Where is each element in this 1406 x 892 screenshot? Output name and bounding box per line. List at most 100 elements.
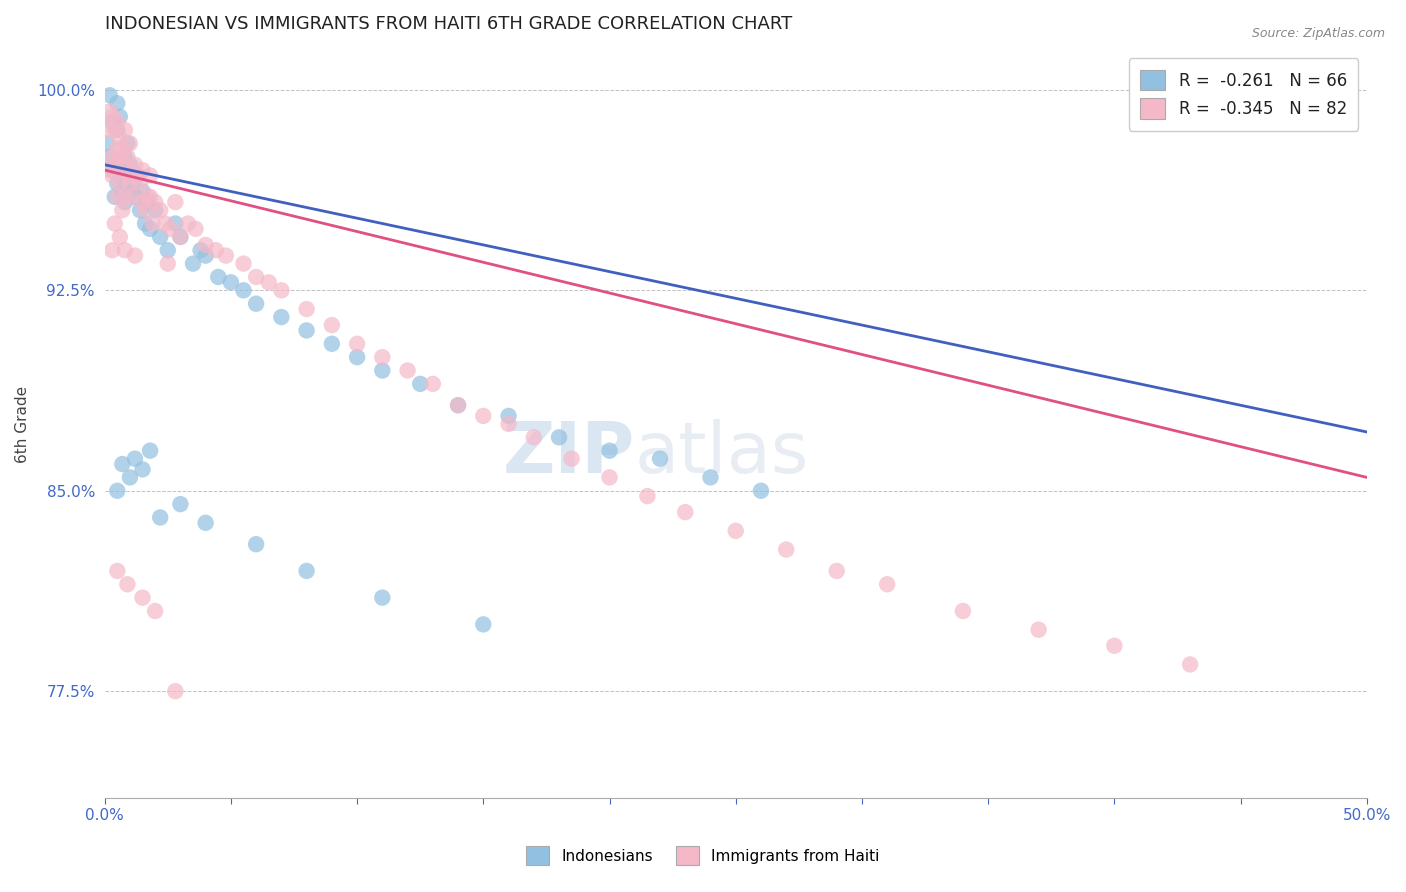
Point [134,203,156,218]
Point [156,257,179,271]
Point [98,88,121,103]
Point [136,190,159,204]
Point [111,158,134,172]
Point [321,336,343,351]
Point [104,190,127,204]
Point [131,185,153,199]
Point [129,203,152,218]
Point [165,217,187,231]
Point [232,257,254,271]
Point [295,301,318,316]
Point [194,249,217,263]
Point [104,158,127,172]
Point [371,350,394,364]
Point [724,524,747,538]
Point [149,203,172,218]
Point [114,244,136,258]
Point [270,283,292,297]
Point [105,115,128,129]
Point [101,163,124,178]
Point [636,489,658,503]
Point [101,244,124,258]
Point [321,318,343,332]
Point [155,217,177,231]
Point [673,505,696,519]
Point [118,158,141,172]
Point [108,169,131,183]
Point [136,195,159,210]
Point [111,142,134,156]
Point [409,376,432,391]
Point [124,190,146,204]
Point [118,136,141,151]
Point [131,195,153,210]
Point [204,244,226,258]
Y-axis label: 6th Grade: 6th Grade [15,385,30,463]
Point [139,169,162,183]
Point [114,123,136,137]
Point [165,684,187,698]
Point [98,163,121,178]
Point [498,409,520,423]
Point [599,443,621,458]
Point [295,323,318,337]
Point [101,169,124,183]
Point [114,195,136,210]
Point [245,537,267,551]
Point [139,443,162,458]
Point [232,283,254,297]
Point [108,177,131,191]
Point [143,604,166,618]
Point [108,110,131,124]
Point [118,185,141,199]
Point [127,169,149,183]
Point [127,169,149,183]
Point [105,96,128,111]
Legend: R =  -0.261   N = 66, R =  -0.345   N = 82: R = -0.261 N = 66, R = -0.345 N = 82 [1129,58,1358,130]
Point [114,190,136,204]
Point [131,462,153,476]
Point [114,158,136,172]
Point [108,131,131,145]
Point [371,363,394,377]
Point [422,376,444,391]
Text: Source: ZipAtlas.com: Source: ZipAtlas.com [1251,27,1385,40]
Point [177,217,200,231]
Point [131,163,153,178]
Point [371,591,394,605]
Point [96,123,118,137]
Point [143,195,166,210]
Point [111,203,134,218]
Point [101,115,124,129]
Point [181,257,204,271]
Point [447,398,470,412]
Point [1028,623,1050,637]
Point [142,217,165,231]
Point [169,230,191,244]
Point [270,310,292,324]
Point [114,150,136,164]
Point [117,577,139,591]
Point [219,276,242,290]
Point [648,451,671,466]
Point [169,230,191,244]
Point [105,123,128,137]
Point [876,577,898,591]
Point [124,451,146,466]
Point [149,510,172,524]
Point [561,451,583,466]
Point [101,150,124,164]
Point [1104,639,1126,653]
Point [104,123,127,137]
Point [159,222,181,236]
Point [472,409,495,423]
Point [105,177,128,191]
Point [346,350,368,364]
Point [169,497,191,511]
Point [105,564,128,578]
Point [108,150,131,164]
Point [447,398,470,412]
Point [699,470,721,484]
Legend: Indonesians, Immigrants from Haiti: Indonesians, Immigrants from Haiti [520,840,886,871]
Point [472,617,495,632]
